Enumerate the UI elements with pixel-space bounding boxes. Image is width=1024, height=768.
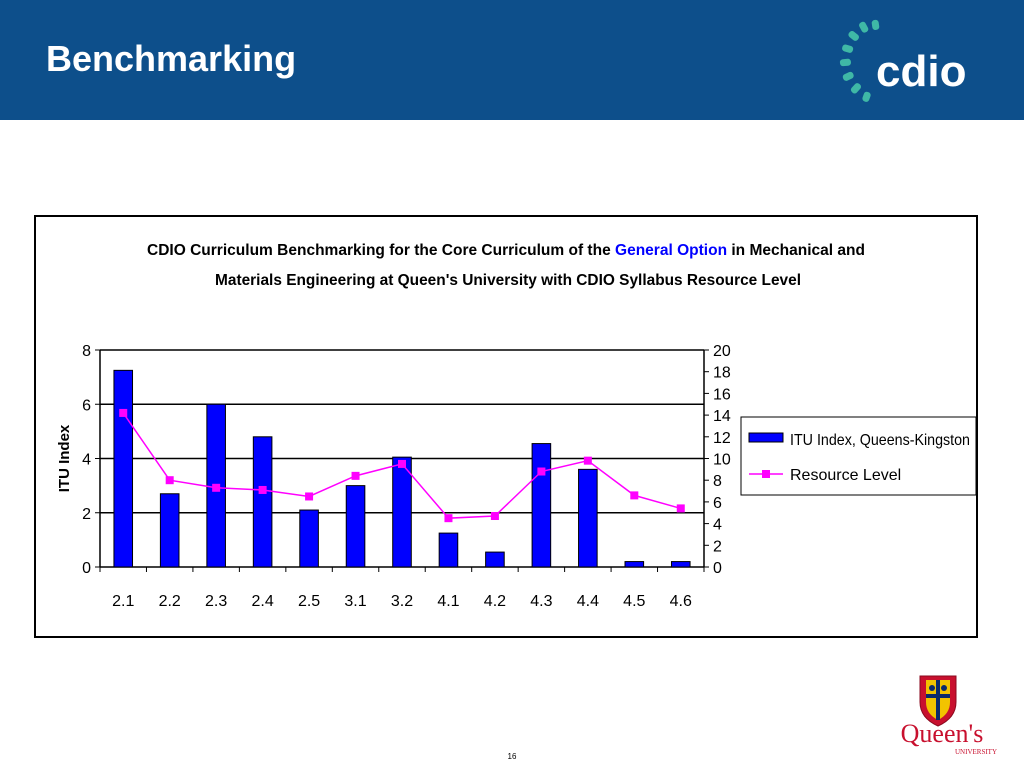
resource-level-marker: [490, 512, 499, 521]
queens-logo-text: Queen's: [901, 719, 984, 748]
bar-itu-index: [531, 443, 552, 568]
x-tick-label: 2.1: [112, 593, 134, 610]
y-axis-label: ITU Index: [56, 424, 73, 492]
chart-title-part-1: CDIO Curriculum Benchmarking for the Cor…: [147, 242, 615, 259]
resource-level-marker: [305, 492, 314, 501]
legend-marker-resource-level: [762, 470, 770, 478]
bar-itu-index: [113, 369, 134, 568]
legend-label-resource-level: Resource Level: [790, 467, 901, 484]
bar-itu-index: [299, 509, 319, 568]
x-tick-label: 2.4: [251, 593, 273, 610]
x-tick-label: 4.6: [670, 593, 692, 610]
x-tick-label: 2.3: [205, 593, 227, 610]
bar-itu-index: [438, 532, 459, 568]
legend-swatch-itu-index: [748, 432, 784, 443]
x-tick-label: 4.4: [577, 593, 599, 610]
y-tick-label: 8: [82, 343, 91, 360]
resource-level-marker: [676, 504, 685, 513]
y2-tick-label: 4: [713, 517, 722, 534]
resource-level-marker: [583, 456, 592, 465]
chart-frame: CDIO Curriculum Benchmarking for the Cor…: [34, 215, 978, 638]
y2-tick-label: 0: [713, 560, 722, 577]
bar-itu-index: [392, 456, 412, 568]
resource-level-marker: [119, 408, 128, 417]
y2-tick-label: 6: [713, 495, 722, 512]
x-tick-label: 2.5: [298, 593, 320, 610]
page-number: 16: [507, 752, 517, 761]
bar-itu-index: [345, 485, 366, 568]
chart-title-line-2: Materials Engineering at Queen's Univers…: [215, 272, 801, 289]
y2-tick-label: 16: [713, 386, 731, 403]
x-tick-label: 2.2: [159, 593, 181, 610]
resource-level-marker: [444, 514, 453, 523]
x-tick-label: 4.3: [530, 593, 552, 610]
resource-level-marker: [258, 485, 267, 494]
y2-tick-label: 10: [713, 452, 731, 469]
slide-title: Benchmarking: [46, 38, 297, 79]
legend-label-itu-index: ITU Index, Queens-Kingston: [790, 432, 970, 449]
chart-legend: [740, 416, 976, 496]
y2-tick-label: 12: [713, 430, 731, 447]
y2-tick-label: 20: [713, 343, 731, 360]
x-tick-label: 3.1: [344, 593, 366, 610]
bar-itu-index: [159, 493, 180, 568]
combo-chart: CDIO Curriculum Benchmarking for the Cor…: [56, 242, 976, 610]
bar-itu-index: [252, 436, 273, 568]
x-tick-label: 4.5: [623, 593, 645, 610]
resource-level-marker: [398, 459, 406, 468]
y-tick-label: 6: [82, 397, 91, 414]
resource-level-marker: [212, 483, 221, 492]
resource-level-marker: [165, 476, 174, 485]
chart-title-line-1: CDIO Curriculum Benchmarking for the Cor…: [147, 242, 865, 259]
y2-tick-label: 14: [713, 408, 731, 425]
y2-tick-label: 18: [713, 365, 731, 382]
x-tick-label: 4.2: [484, 593, 506, 610]
cdio-logo-text: cdio: [876, 47, 966, 96]
chart-title-part-2: General Option: [615, 242, 727, 259]
bar-itu-index: [624, 561, 645, 568]
cdio-logo: cdio: [834, 14, 974, 110]
resource-level-marker: [630, 491, 639, 500]
y-tick-label: 2: [82, 506, 91, 523]
bar-itu-index: [578, 468, 598, 568]
x-tick-label: 4.1: [437, 593, 459, 610]
bar-itu-index: [485, 551, 505, 568]
queens-logo-subtext: UNIVERSITY: [955, 748, 997, 756]
bar-itu-index: [670, 561, 691, 568]
resource-level-marker: [351, 471, 360, 480]
queens-crest-logo-icon: Queen's UNIVERSITY: [901, 675, 997, 756]
y2-tick-label: 8: [713, 473, 722, 490]
y2-tick-label: 2: [713, 538, 722, 555]
cdio-swirl-logo-icon: cdio: [839, 19, 966, 102]
queens-university-logo: Queen's UNIVERSITY: [884, 672, 1002, 758]
x-tick-label: 3.2: [391, 593, 413, 610]
y-tick-label: 0: [82, 560, 91, 577]
slide-header: Benchmarking cdio: [0, 0, 1024, 120]
y-tick-label: 4: [82, 452, 91, 469]
resource-level-marker: [537, 467, 546, 476]
chart-title-part-3: in Mechanical and: [727, 242, 865, 259]
